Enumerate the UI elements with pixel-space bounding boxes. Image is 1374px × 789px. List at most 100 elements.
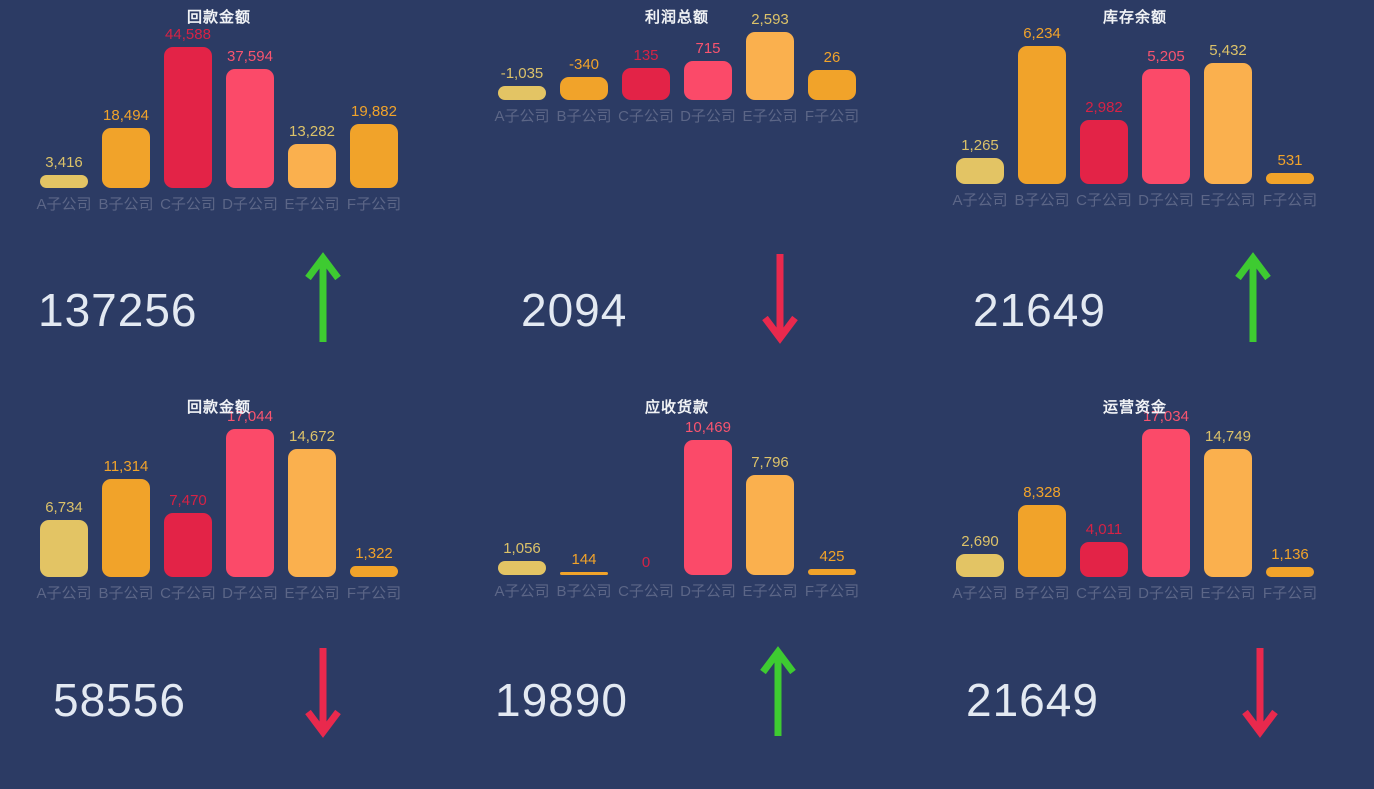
chart-title: 回款金额 [186,9,251,26]
bar[interactable] [1266,567,1314,577]
bar-value-label: 1,056 [503,540,541,557]
bar-value-label: 1,136 [1271,546,1309,563]
bar[interactable] [498,86,546,100]
bar[interactable] [1080,120,1128,184]
bar[interactable] [40,520,88,577]
category-label: C子公司 [1076,192,1132,209]
trend-down-arrow-icon [1242,648,1278,738]
bar[interactable] [498,561,546,575]
stat-panel: 58556 [0,620,458,789]
category-label: E子公司 [1200,585,1256,602]
bar[interactable] [288,449,336,577]
trend-up-arrow-icon [760,646,796,736]
bar[interactable] [684,440,732,575]
category-label: F子公司 [346,585,402,602]
bar[interactable] [350,566,398,577]
category-label: B子公司 [98,585,154,602]
stat-panel: 21649 [916,620,1374,789]
category-label: C子公司 [160,585,216,602]
bar-value-label: 7,796 [751,454,789,471]
bar[interactable] [1018,46,1066,184]
bar-value-label: 19,882 [351,103,397,120]
bar-value-label: 17,044 [227,408,273,425]
bar[interactable] [808,70,856,100]
chart-title: 运营资金 [1102,399,1167,416]
bar-value-label: -340 [568,56,600,73]
bar[interactable] [956,554,1004,577]
bar-value-label: 5,432 [1209,42,1247,59]
category-label: D子公司 [222,196,278,213]
bar[interactable] [102,128,150,188]
bar[interactable] [350,124,398,188]
category-label: A子公司 [36,585,92,602]
category-label: D子公司 [680,108,736,125]
bar[interactable] [1018,505,1066,577]
bar[interactable] [1204,63,1252,184]
chart-title: 库存余额 [1102,9,1167,26]
bar[interactable] [226,429,274,577]
chart-title: 回款金额 [186,399,251,416]
bar[interactable] [560,77,608,100]
panel-yingshou: 1,056 A子公司 144 B子公司 0 C子公司 10,469 D子公司 7,796 E子公司… [458,390,916,789]
bar[interactable] [1142,69,1190,184]
bar[interactable] [808,569,856,575]
bar[interactable] [746,475,794,575]
category-label: C子公司 [1076,585,1132,602]
bar[interactable] [226,69,274,188]
bar[interactable] [40,175,88,188]
bar[interactable] [1266,173,1314,184]
category-label: E子公司 [742,108,798,125]
stat-panel: 21649 [916,230,1374,390]
bar[interactable] [684,61,732,100]
category-label: F子公司 [1262,192,1318,209]
bar[interactable] [956,158,1004,184]
category-label: B子公司 [1014,585,1070,602]
chart-title: 应收货款 [644,399,709,416]
chart-panel: 3,416 A子公司 18,494 B子公司 44,588 C子公司 37,594 D子公司 1… [0,0,458,230]
category-label: A子公司 [952,585,1008,602]
bar-value-label: -1,035 [500,65,544,82]
stat-value: 21649 [973,284,1106,336]
category-label: A子公司 [494,583,550,600]
category-label: A子公司 [494,108,550,125]
bar-plot: 6,734 A子公司 11,314 B子公司 7,470 C子公司 17,044 D子公司 14… [0,390,458,620]
chart-panel: 6,734 A子公司 11,314 B子公司 7,470 C子公司 17,044 D子公司 14… [0,390,458,620]
bar-value-label: 26 [823,49,841,66]
bar[interactable] [560,572,608,575]
stat-value: 21649 [966,674,1099,726]
chart-panel: 1,265 A子公司 6,234 B子公司 2,982 C子公司 5,205 D子公司 5,43… [916,0,1374,230]
bar[interactable] [1204,449,1252,577]
bar-value-label: 2,690 [961,533,999,550]
bar[interactable] [1080,542,1128,577]
category-label: A子公司 [36,196,92,213]
bar-value-label: 6,234 [1023,25,1061,42]
bar[interactable] [622,68,670,100]
category-label: F子公司 [804,108,860,125]
bar-value-label: 14,749 [1205,428,1251,445]
bar-value-label: 715 [695,40,721,57]
bar-value-label: 13,282 [289,123,335,140]
bar[interactable] [1142,429,1190,577]
stat-panel: 19890 [458,620,916,789]
bar[interactable] [102,479,150,577]
bar-plot: -1,035 A子公司 -340 B子公司 135 C子公司 715 D子公司 2,593 E子公… [458,0,916,230]
bar-plot: 2,690 A子公司 8,328 B子公司 4,011 C子公司 17,034 D子公司 14,… [916,390,1374,620]
category-label: B子公司 [98,196,154,213]
stat-value: 2094 [521,284,628,336]
bar[interactable] [288,144,336,188]
bar[interactable] [164,513,212,577]
category-label: F子公司 [1262,585,1318,602]
bar-plot: 3,416 A子公司 18,494 B子公司 44,588 C子公司 37,594 D子公司 1… [0,0,458,230]
category-label: C子公司 [160,196,216,213]
bar[interactable] [746,32,794,100]
category-label: D子公司 [680,583,736,600]
bar-value-label: 37,594 [227,48,273,65]
stat-value: 137256 [38,284,198,336]
category-label: D子公司 [1138,585,1194,602]
trend-up-arrow-icon [1235,252,1271,342]
category-label: E子公司 [284,585,340,602]
category-label: F子公司 [804,583,860,600]
category-label: D子公司 [222,585,278,602]
bar[interactable] [164,47,212,188]
